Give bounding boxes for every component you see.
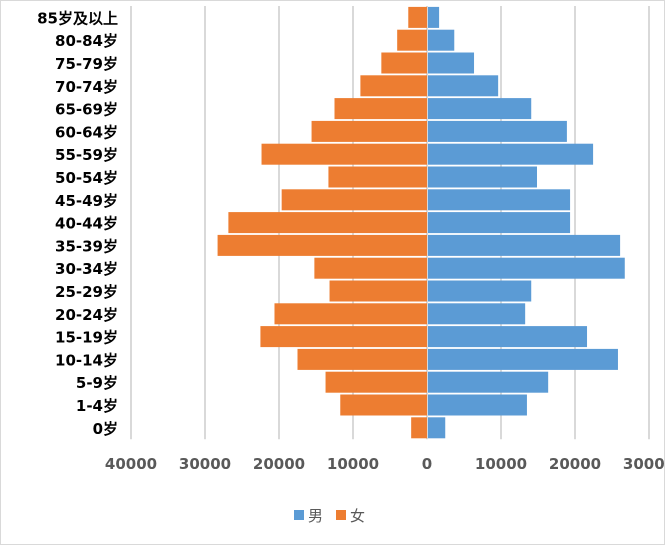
x-tick-label: 30000 (623, 455, 665, 473)
x-tick-label: 10000 (327, 455, 379, 473)
y-category-label: 45-49岁 (55, 192, 118, 210)
x-tick-label: 40000 (105, 455, 157, 473)
bar-male (428, 234, 621, 256)
bar-female (228, 212, 427, 234)
y-category-label: 1-4岁 (76, 397, 118, 415)
legend: 男女 (294, 507, 365, 525)
y-category-label: 25-29岁 (55, 283, 118, 301)
bar-male (428, 143, 594, 165)
bar-male (428, 326, 588, 348)
bar-female (311, 120, 427, 142)
bar-female (360, 75, 427, 97)
bar-male (428, 189, 571, 211)
x-tick-label: 10000 (475, 455, 527, 473)
bar-male (428, 394, 527, 416)
bar-female (260, 326, 427, 348)
x-tick-label: 0 (422, 455, 432, 473)
bar-female (411, 417, 427, 439)
bar-male (428, 29, 455, 51)
bar-female (261, 143, 427, 165)
bar-male (428, 371, 549, 393)
y-category-label: 70-74岁 (55, 78, 118, 96)
x-tick-label: 20000 (253, 455, 305, 473)
bar-female (397, 29, 427, 51)
y-category-label: 0岁 (93, 420, 118, 438)
bar-female (340, 394, 427, 416)
legend-label: 男 (308, 507, 323, 525)
bar-male (428, 166, 538, 188)
x-axis-labels: 40000 30000 20000 10000 0 10000 20000 30000 (105, 455, 665, 473)
y-category-label: 15-19岁 (55, 329, 118, 347)
y-category-label: 40-44岁 (55, 215, 118, 233)
bar-female (328, 166, 427, 188)
y-category-label: 20-24岁 (55, 306, 118, 324)
bar-male (428, 52, 475, 74)
legend-swatch (336, 510, 346, 520)
bar-male (428, 120, 567, 142)
bar-female (297, 348, 427, 370)
bar-female (274, 303, 427, 325)
bar-female (381, 52, 427, 74)
bar-male (428, 257, 625, 279)
legend-label: 女 (350, 507, 365, 525)
bar-female (281, 189, 427, 211)
y-category-label: 50-54岁 (55, 169, 118, 187)
bar-male (428, 98, 532, 120)
y-category-label: 60-64岁 (55, 123, 118, 141)
legend-swatch (294, 510, 304, 520)
bar-male (428, 212, 571, 234)
y-category-label: 30-34岁 (55, 260, 118, 278)
y-category-label: 5-9岁 (76, 374, 118, 392)
bars (217, 6, 625, 439)
bar-female (329, 280, 427, 302)
bar-male (428, 75, 499, 97)
bar-female (325, 371, 427, 393)
y-category-label: 65-69岁 (55, 101, 118, 119)
x-tick-label: 20000 (549, 455, 601, 473)
bar-female (217, 234, 427, 256)
y-category-label: 80-84岁 (55, 32, 118, 50)
bar-male (428, 6, 440, 28)
y-category-label: 10-14岁 (55, 351, 118, 369)
bar-male (428, 348, 618, 370)
bar-female (408, 6, 427, 28)
bar-female (314, 257, 427, 279)
y-category-label: 55-59岁 (55, 146, 118, 164)
y-category-label: 85岁及以上 (37, 9, 118, 27)
bar-male (428, 417, 446, 439)
bar-male (428, 303, 526, 325)
x-tick-label: 30000 (179, 455, 231, 473)
y-axis-labels: 85岁及以上 80-84岁 75-79岁 70-74岁 65-69岁 60-64岁 55-5… (37, 9, 118, 437)
y-category-label: 75-79岁 (55, 55, 118, 73)
bar-female (334, 98, 427, 120)
bar-male (428, 280, 532, 302)
y-category-label: 35-39岁 (55, 237, 118, 255)
